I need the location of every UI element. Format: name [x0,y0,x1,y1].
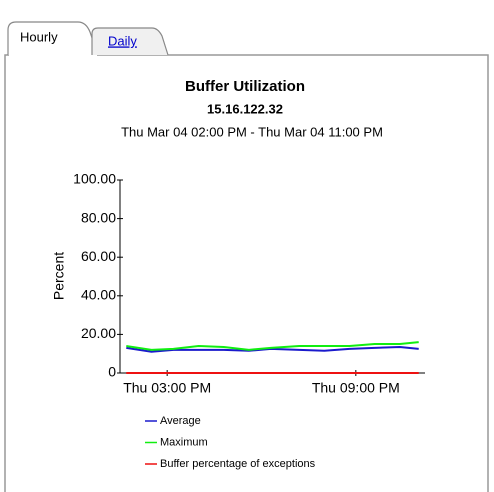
date-range: Thu Mar 04 02:00 PM - Thu Mar 04 11:00 P… [121,124,383,139]
y-tick-label: 60.00 [81,248,116,264]
chart-subtitle: 15.16.122.32 [207,101,283,116]
y-tick-label: 40.00 [81,287,116,303]
chart-title: Buffer Utilization [185,78,305,95]
tab-daily-shape[interactable] [91,27,169,56]
y-tick-label: 0 [108,364,116,380]
panel-border [4,54,489,492]
tab-hourly-shape[interactable] [7,21,99,56]
tab-hourly[interactable]: Hourly [20,29,58,44]
y-tick-label: 100.00 [73,171,116,187]
series-line [126,341,419,351]
y-tick-label: 20.00 [81,325,116,341]
legend-label: Maximum [160,436,208,448]
y-axis-label: Percent [51,252,67,300]
x-tick-label: Thu 09:00 PM [312,380,400,396]
legend-label: Average [160,415,201,427]
tab-daily[interactable]: Daily [108,33,137,48]
y-tick-label: 80.00 [81,209,116,225]
legend-label: Buffer percentage of exceptions [160,458,316,470]
x-tick-label: Thu 03:00 PM [123,380,211,396]
